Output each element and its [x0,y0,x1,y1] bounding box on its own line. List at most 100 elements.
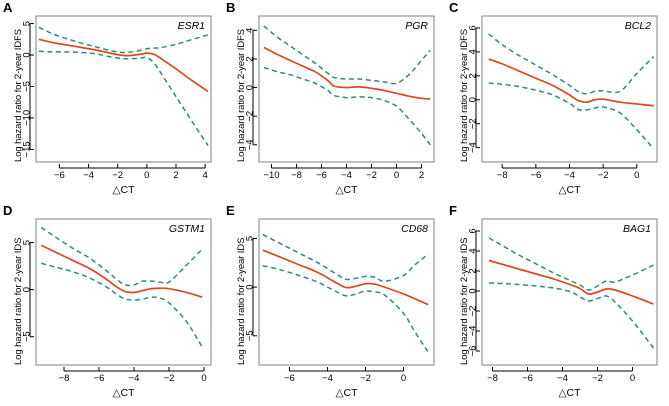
curve-lower-ci [38,50,209,147]
svg-text:−6: −6 [530,170,541,181]
curve-lower-ci [263,66,431,146]
svg-text:−10: −10 [22,110,33,126]
x-axis-label: △CT [112,387,135,399]
y-axis-label: Log hazard ratio for 2-year IDS [13,237,24,365]
svg-text:−6: −6 [54,170,65,181]
svg-text:−8: −8 [59,373,70,384]
svg-text:0: 0 [201,373,206,384]
svg-text:−4: −4 [564,170,575,181]
curve-lower-ci [262,264,429,353]
plot-area-bcl2: 6 4 2 0 −2 −4 −8 −6 −4 −2 0 [468,15,658,181]
curve-upper-ci [40,226,203,287]
curve-fit [488,259,654,305]
y-axis-label: Log hazard ratio for 2-year IDFS [236,28,247,162]
svg-text:−4: −4 [468,326,479,337]
x-axis-label: △CT [558,387,581,399]
plot-wrap: 5 0 −5 −6 −4 −2 0 [223,203,446,406]
gene-label: BCL2 [624,20,651,32]
curve-upper-ci [488,33,655,95]
curve-fit [263,46,431,100]
svg-text:−5: −5 [22,331,33,342]
svg-text:4: 4 [245,28,256,33]
svg-text:5: 5 [245,236,256,241]
svg-text:0: 0 [394,170,399,181]
svg-text:2: 2 [468,73,479,78]
svg-text:0: 0 [245,284,256,289]
gene-label: ESR1 [177,20,205,32]
x-axis-label: △CT [335,184,358,196]
svg-text:2: 2 [468,268,479,273]
svg-text:−2: −2 [245,111,256,122]
plot-area-cd68: 5 0 −5 −6 −4 −2 0 [245,218,435,384]
y-axis-label: Log hazard ratio for 2-year IDS [236,237,247,365]
plot-wrap: 6 4 2 0 −2 −4 −8 −6 −4 −2 0 [446,0,669,203]
curve-lower-ci [488,282,655,349]
svg-text:−6: −6 [522,373,533,384]
plot-area-gstm1: 5 0 −5 −8 −6 −4 −2 0 [22,218,212,384]
svg-text:0: 0 [22,287,33,292]
svg-text:−15: −15 [22,141,33,157]
svg-text:−4: −4 [557,373,568,384]
x-axis-label: △CT [335,387,358,399]
panel-letter: D [3,203,13,218]
plot-wrap: 6 4 2 0 −2 −4 −6 −8 −6 −4 −2 0 [446,203,669,406]
y-axis-label: Log hazard ratio for 2-year IDS [459,237,470,365]
svg-text:0: 0 [468,288,479,293]
svg-text:−4: −4 [83,170,94,181]
svg-text:−5: −5 [245,330,256,341]
curve-fit [38,38,209,93]
gene-label: GSTM1 [168,223,205,235]
svg-text:−2: −2 [164,373,175,384]
svg-text:4: 4 [203,170,208,181]
y-axis-label: Log hazard ratio for 2-year IDFS [13,28,24,162]
svg-text:−6: −6 [316,170,327,181]
gene-label: BAG1 [622,223,651,235]
svg-text:−6: −6 [94,373,105,384]
gene-label: PGR [405,20,428,32]
curve-fit [40,244,203,298]
svg-text:−4: −4 [322,373,333,384]
svg-text:−8: −8 [291,170,302,181]
svg-text:−2: −2 [366,170,377,181]
svg-text:4: 4 [468,49,479,54]
svg-text:5: 5 [22,21,33,26]
svg-text:−8: −8 [487,373,498,384]
panel-d: D 5 0 −5 −8 −6 −4 −2 0 Log hazard ratio for 2-yea… [0,203,223,406]
svg-text:5: 5 [22,240,33,245]
svg-text:0: 0 [468,97,479,102]
svg-text:0: 0 [144,170,149,181]
plot-area-esr1: 5 0 −5 −10 −15 −6 −4 −2 0 2 4 [22,15,212,181]
svg-text:−2: −2 [468,306,479,317]
curve-fit [488,58,654,107]
svg-text:2: 2 [419,170,424,181]
svg-text:−4: −4 [468,142,479,153]
svg-text:0: 0 [634,170,639,181]
panel-b: B 4 2 0 −2 −4 −10 −8 −6 −4 −2 0 2 Log hazard ratio fo… [223,0,446,203]
curve-fit [262,249,429,306]
panel-letter: B [226,0,236,15]
panel-a: A 5 0 −5 −10 −15 −6 −4 −2 0 2 4 Log hazard ratio for… [0,0,223,203]
plot-area-pgr: 4 2 0 −2 −4 −10 −8 −6 −4 −2 0 2 [245,15,435,181]
svg-text:−2: −2 [112,170,123,181]
svg-text:−2: −2 [592,373,603,384]
plot-wrap: 5 0 −5 −10 −15 −6 −4 −2 0 2 4 [0,0,223,203]
svg-text:2: 2 [173,170,178,181]
svg-text:0: 0 [245,85,256,90]
svg-text:−4: −4 [129,373,140,384]
svg-text:−5: −5 [22,81,33,92]
svg-text:−2: −2 [598,170,609,181]
svg-text:−10: −10 [263,170,279,181]
svg-text:6: 6 [468,228,479,233]
svg-text:4: 4 [468,248,479,253]
panel-letter: A [3,0,13,15]
curve-upper-ci [262,233,429,283]
svg-text:−4: −4 [245,139,256,150]
svg-text:0: 0 [630,373,635,384]
curve-upper-ci [38,26,209,54]
svg-text:−6: −6 [284,373,295,384]
svg-text:−2: −2 [360,373,371,384]
curve-upper-ci [488,237,654,291]
y-axis-label: Log hazard ratio for 2-year IDFS [459,28,470,162]
panel-e: E 5 0 −5 −6 −4 −2 0 Log hazard ratio for 2-year … [223,203,446,406]
